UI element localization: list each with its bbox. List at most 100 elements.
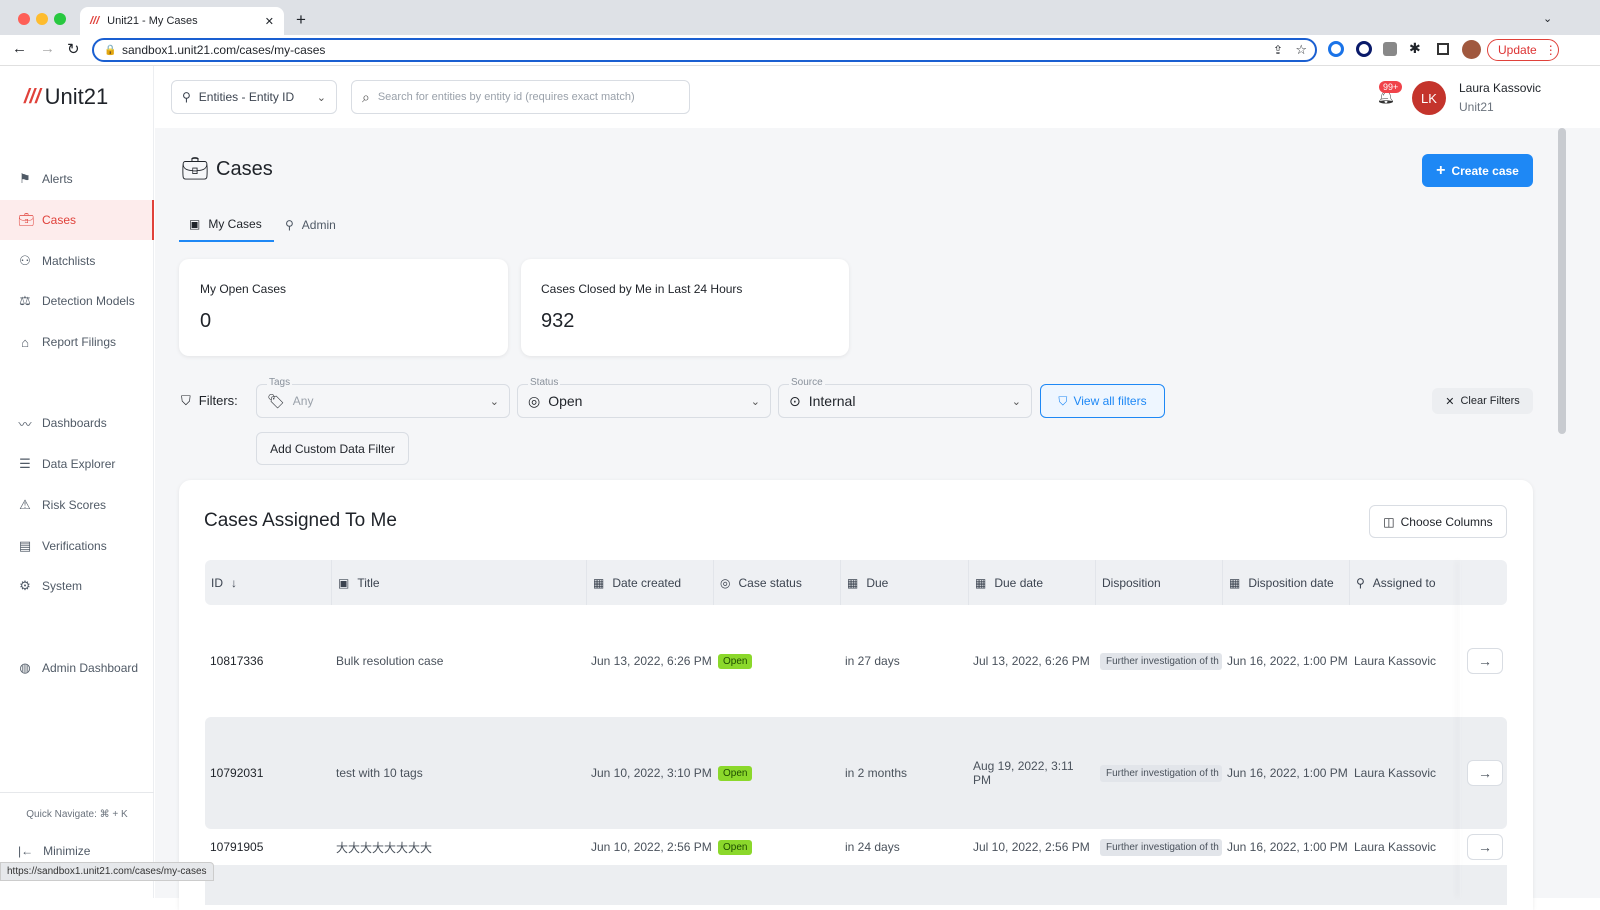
column-header-due-date[interactable]: ▦ Due date <box>968 560 1095 605</box>
entity-type-selector[interactable]: ⚲ Entities - Entity ID ⌄ <box>171 80 337 114</box>
sidebar-item-alerts[interactable]: ⚑ Alerts <box>0 159 154 199</box>
sidebar-item-verifications[interactable]: ▤ Verifications <box>0 526 154 566</box>
bank-icon: ⌂ <box>21 334 29 350</box>
cell-due: in 24 days <box>840 829 900 865</box>
table-header: ID ↓ ▣ Title ▦ Date created ◎ Case status ▦ D… <box>205 560 1507 605</box>
column-header-id[interactable]: ID ↓ <box>205 560 331 605</box>
open-case-button[interactable]: → <box>1467 648 1503 674</box>
main-content: 💼︎ Cases + Create case ▣ My Cases ⚲ Admin M… <box>155 128 1600 910</box>
column-header-disposition-date[interactable]: ▦ Disposition date <box>1222 560 1349 605</box>
column-header-case-status[interactable]: ◎ Case status <box>713 560 840 605</box>
profile-avatar[interactable] <box>1462 40 1481 59</box>
tab-admin[interactable]: ⚲ Admin <box>285 208 336 242</box>
table-row[interactable]: 10791905 大大大大大大大大 Jun 10, 2022, 2:56 PM Ope… <box>205 829 1507 865</box>
filters-label: ⛉ Filters: <box>181 393 238 409</box>
back-icon[interactable]: ← <box>12 40 27 57</box>
table-row[interactable]: 10817336 Bulk resolution case Jun 13, 2022… <box>205 605 1507 717</box>
source-filter[interactable]: Source ⊙ Internal ⌄ <box>778 377 1032 418</box>
column-header-due[interactable]: ▦ Due <box>840 560 968 605</box>
table-row[interactable] <box>205 865 1507 905</box>
unit21-logo[interactable]: /// Unit21 <box>24 84 108 110</box>
reload-icon[interactable]: ↻ <box>67 41 80 58</box>
top-header: ⚲ Entities - Entity ID ⌄ ⌕ Search for entit… <box>155 66 1600 128</box>
puzzle-icon[interactable]: ✱ <box>1409 40 1421 56</box>
user-avatar[interactable]: LK <box>1412 81 1446 115</box>
create-case-button[interactable]: + Create case <box>1422 154 1533 187</box>
data-search-icon: ☰ <box>19 456 31 471</box>
tag-icon: 🏷︎ <box>267 392 285 409</box>
globe-icon: ◍ <box>19 660 31 675</box>
view-all-label: View all filters <box>1073 394 1147 408</box>
stat-value: 0 <box>200 310 212 332</box>
close-window-button[interactable] <box>18 13 30 25</box>
update-button[interactable]: Update ⋮ <box>1487 39 1559 61</box>
status-value: Open <box>548 393 583 409</box>
minimize-button[interactable]: |← Minimize <box>18 844 90 858</box>
notification-badge: 99+ <box>1379 81 1403 93</box>
sidebar-item-data-explorer[interactable]: ☰ Data Explorer <box>0 444 154 484</box>
cell-assigned: Laura Kassovic <box>1349 829 1436 865</box>
extension-icon[interactable] <box>1383 42 1397 56</box>
cell-text: Bulk resolution case <box>336 654 444 668</box>
arrow-right-icon: → <box>1478 653 1492 669</box>
logo-mark-icon: /// <box>24 85 41 108</box>
sidebar-item-system[interactable]: ⚙ System <box>0 566 154 606</box>
open-case-button[interactable]: → <box>1467 760 1503 786</box>
add-custom-data-filter-button[interactable]: Add Custom Data Filter <box>256 432 409 465</box>
share-icon[interactable]: ⇪ <box>1272 43 1283 57</box>
cell-text: Jun 10, 2022, 2:56 PM <box>591 840 712 854</box>
cell-text: Jun 16, 2022, 1:00 PM <box>1227 840 1348 854</box>
warning-icon: ⚠ <box>19 497 31 512</box>
sidebar-item-report-filings[interactable]: ⌂ Report Filings <box>0 322 154 362</box>
open-case-button[interactable]: → <box>1467 834 1503 860</box>
sidebar-item-detection-models[interactable]: ⚖ Detection Models <box>0 281 154 321</box>
plus-icon: + <box>1436 161 1446 179</box>
check-circle-icon: ◎ <box>528 392 541 409</box>
page-title: Cases <box>216 158 273 180</box>
sidebar-item-dashboards[interactable]: 〰 Dashboards <box>0 403 154 443</box>
sidebar-item-matchlists[interactable]: ⚇ Matchlists <box>0 241 154 281</box>
table-row[interactable]: 10792031 test with 10 tags Jun 10, 2022, 3… <box>205 717 1507 829</box>
sidebar-item-risk-scores[interactable]: ⚠ Risk Scores <box>0 485 154 525</box>
tab-list-chevron-icon[interactable]: ⌄ <box>1543 13 1553 25</box>
view-all-filters-button[interactable]: ⛉ View all filters <box>1040 384 1165 418</box>
cell-text: in 2 months <box>845 766 908 780</box>
cell-created: Jun 10, 2022, 2:56 PM <box>586 829 712 865</box>
browser-tab[interactable]: /// Unit21 - My Cases ✕ <box>80 7 284 35</box>
forward-icon[interactable]: → <box>40 40 55 57</box>
column-header-assigned-to[interactable]: ⚲ Assigned to <box>1349 560 1460 605</box>
sidebar-item-cases[interactable]: 💼︎ Cases <box>0 200 154 240</box>
bookmark-star-icon[interactable]: ☆ <box>1295 42 1307 57</box>
nav-label: Alerts <box>42 172 73 186</box>
stat-card-closed-cases: Cases Closed by Me in Last 24 Hours 932 <box>521 259 849 356</box>
address-bar[interactable]: 🔒 sandbox1.unit21.com/cases/my-cases ⇪ ☆ <box>92 38 1317 62</box>
side-panel-icon[interactable] <box>1437 43 1449 55</box>
sidebar-item-admin-dashboard[interactable]: ◍ Admin Dashboard <box>0 648 154 688</box>
minimize-window-button[interactable] <box>36 13 48 25</box>
tab-my-cases[interactable]: ▣ My Cases <box>179 208 274 242</box>
clear-filters-button[interactable]: ✕ Clear Filters <box>1432 388 1533 414</box>
new-tab-icon[interactable]: + <box>296 10 306 29</box>
disposition-tag: Further investigation of th <box>1100 838 1222 856</box>
add-custom-label: Add Custom Data Filter <box>270 441 395 456</box>
column-header-disposition[interactable]: Disposition <box>1095 560 1222 605</box>
cell-id: 10791905 <box>205 829 263 865</box>
briefcase-icon: ▣ <box>189 217 201 231</box>
status-filter[interactable]: Status ◎ Open ⌄ <box>517 377 771 418</box>
user-check-icon: ⚲ <box>285 218 294 232</box>
column-header-date-created[interactable]: ▦ Date created <box>586 560 713 605</box>
scrollbar[interactable] <box>1558 128 1566 434</box>
cell-text: Jun 13, 2022, 6:26 PM <box>591 654 712 668</box>
entity-search-input[interactable]: ⌕ Search for entities by entity id (requi… <box>351 80 690 114</box>
close-tab-icon[interactable]: ✕ <box>264 15 274 28</box>
maximize-window-button[interactable] <box>54 13 66 25</box>
tags-filter[interactable]: Tags 🏷︎ Any ⌄ <box>256 377 510 418</box>
column-label: Disposition date <box>1248 575 1334 590</box>
extension-icon[interactable] <box>1356 41 1372 57</box>
chart-icon: 〰 <box>18 416 32 432</box>
user-x-icon: ⚇ <box>19 253 31 268</box>
extension-icon[interactable] <box>1328 41 1344 57</box>
choose-columns-button[interactable]: ◫ Choose Columns <box>1369 505 1507 538</box>
status-badge: Open <box>718 653 753 669</box>
column-header-title[interactable]: ▣ Title <box>331 560 586 605</box>
